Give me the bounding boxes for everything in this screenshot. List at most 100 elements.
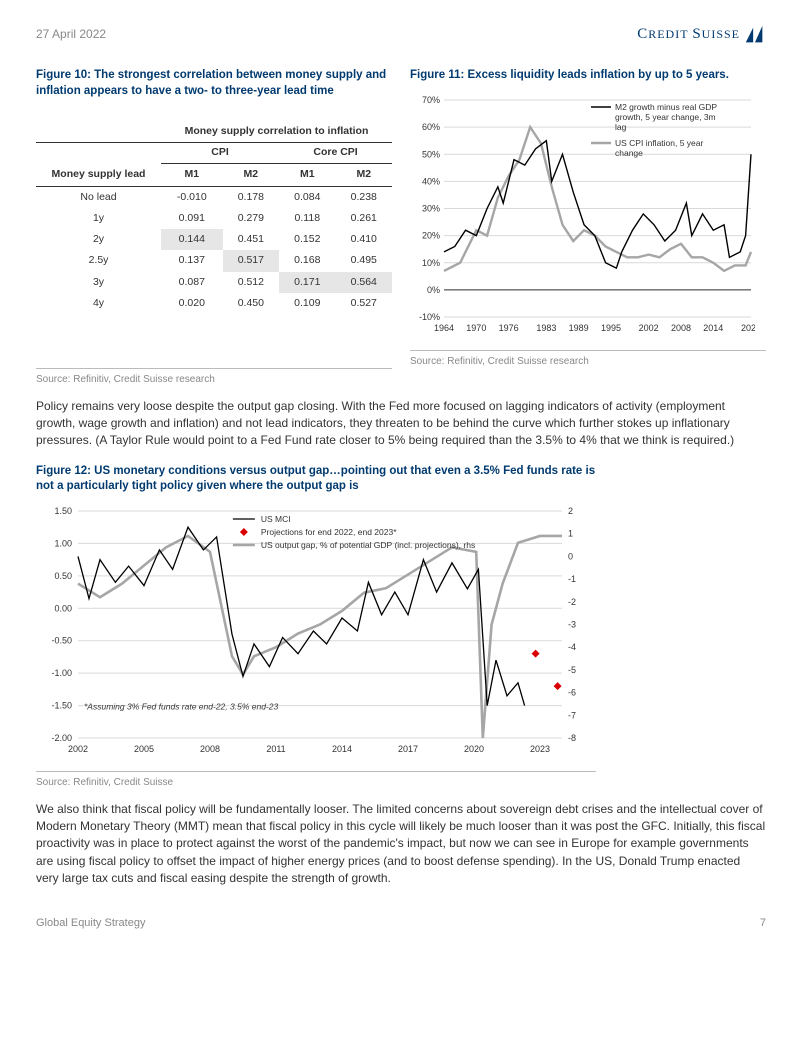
svg-text:-1.50: -1.50	[51, 700, 72, 710]
table-row: 2.5y0.1370.5170.1680.495	[36, 250, 392, 271]
svg-text:-3: -3	[568, 619, 576, 629]
value-cell: 0.451	[223, 229, 279, 250]
value-cell: 0.171	[279, 272, 335, 293]
svg-text:10%: 10%	[422, 257, 440, 267]
svg-text:-2: -2	[568, 597, 576, 607]
logo-text: CREDIT SUISSE	[637, 24, 740, 46]
figure-10-title: Figure 10: The strongest correlation bet…	[36, 68, 392, 99]
figures-row: Figure 10: The strongest correlation bet…	[36, 68, 766, 388]
document-date: 27 April 2022	[36, 26, 106, 43]
svg-text:2002: 2002	[639, 323, 659, 333]
svg-text:2011: 2011	[266, 744, 285, 754]
table-super-header: Money supply correlation to inflation	[161, 121, 392, 143]
table-row: 4y0.0200.4500.1090.527	[36, 293, 392, 314]
svg-text:1.50: 1.50	[54, 506, 72, 516]
svg-text:M2 growth minus real GDP: M2 growth minus real GDP	[615, 102, 717, 112]
figure-12-source: Source: Refinitiv, Credit Suisse	[36, 771, 596, 791]
svg-text:1983: 1983	[536, 323, 556, 333]
svg-text:-1: -1	[568, 574, 576, 584]
svg-text:Projections for end 2022, end: Projections for end 2022, end 2023*	[261, 527, 397, 537]
svg-text:0%: 0%	[427, 284, 440, 294]
correlation-table: Money supply correlation to inflation Mo…	[36, 121, 392, 314]
value-cell: 0.238	[336, 186, 392, 208]
value-cell: 0.137	[161, 250, 223, 271]
sails-icon	[744, 24, 766, 46]
figure-10: Figure 10: The strongest correlation bet…	[36, 68, 392, 388]
group-core-cpi: Core CPI	[279, 143, 392, 164]
svg-text:0: 0	[568, 551, 573, 561]
svg-text:2020: 2020	[464, 744, 484, 754]
value-cell: 0.144	[161, 229, 223, 250]
svg-text:20%: 20%	[422, 230, 440, 240]
svg-text:-6: -6	[568, 687, 576, 697]
svg-text:-2.00: -2.00	[51, 733, 72, 743]
svg-text:2005: 2005	[134, 744, 154, 754]
figure-10-source: Source: Refinitiv, Credit Suisse researc…	[36, 368, 392, 388]
value-cell: 0.091	[161, 208, 223, 229]
svg-text:1976: 1976	[499, 323, 519, 333]
svg-text:2002: 2002	[68, 744, 88, 754]
figure-11: Figure 11: Excess liquidity leads inflat…	[410, 68, 766, 388]
lead-cell: 2y	[36, 229, 161, 250]
table-row: No lead-0.0100.1780.0840.238	[36, 186, 392, 208]
table-row: 1y0.0910.2790.1180.261	[36, 208, 392, 229]
table-col-header: M2	[223, 164, 279, 186]
value-cell: -0.010	[161, 186, 223, 208]
value-cell: 0.564	[336, 272, 392, 293]
svg-text:0.00: 0.00	[54, 603, 72, 613]
figure-12-title: Figure 12: US monetary conditions versus…	[36, 464, 596, 495]
value-cell: 0.020	[161, 293, 223, 314]
value-cell: 0.152	[279, 229, 335, 250]
page-number: 7	[760, 916, 766, 932]
footer-left: Global Equity Strategy	[36, 916, 145, 932]
value-cell: 0.118	[279, 208, 335, 229]
figure-12-chart: -2.00-1.50-1.00-0.500.000.501.001.50-8-7…	[36, 505, 766, 765]
value-cell: 0.512	[223, 272, 279, 293]
svg-text:2008: 2008	[671, 323, 691, 333]
lead-cell: No lead	[36, 186, 161, 208]
lead-cell: 4y	[36, 293, 161, 314]
svg-text:change: change	[615, 148, 643, 158]
value-cell: 0.168	[279, 250, 335, 271]
svg-text:1970: 1970	[466, 323, 486, 333]
figure-11-chart: -10%0%10%20%30%40%50%60%70%1964197019761…	[410, 94, 766, 344]
svg-text:2014: 2014	[332, 744, 352, 754]
figure-11-source: Source: Refinitiv, Credit Suisse researc…	[410, 350, 766, 370]
svg-text:-7: -7	[568, 710, 576, 720]
svg-text:1: 1	[568, 528, 573, 538]
value-cell: 0.410	[336, 229, 392, 250]
paragraph-1: Policy remains very loose despite the ou…	[36, 398, 766, 450]
value-cell: 0.084	[279, 186, 335, 208]
svg-text:70%: 70%	[422, 95, 440, 105]
page-footer: Global Equity Strategy 7	[36, 916, 766, 932]
value-cell: 0.261	[336, 208, 392, 229]
svg-text:*Assuming 3% Fed funds rate en: *Assuming 3% Fed funds rate end-22, 3.5%…	[84, 701, 278, 711]
table-col-header: M2	[336, 164, 392, 186]
paragraph-2: We also think that fiscal policy will be…	[36, 801, 766, 888]
svg-text:-4: -4	[568, 642, 576, 652]
value-cell: 0.517	[223, 250, 279, 271]
svg-text:-5: -5	[568, 665, 576, 675]
svg-text:-8: -8	[568, 733, 576, 743]
svg-text:50%: 50%	[422, 149, 440, 159]
dual-axis-chart: -2.00-1.50-1.00-0.500.000.501.001.50-8-7…	[36, 505, 596, 760]
table-row: 3y0.0870.5120.1710.564	[36, 272, 392, 293]
svg-text:2008: 2008	[200, 744, 220, 754]
value-cell: 0.527	[336, 293, 392, 314]
svg-text:US output gap, % of potential: US output gap, % of potential GDP (incl.…	[261, 540, 475, 550]
lead-cell: 3y	[36, 272, 161, 293]
svg-text:US CPI inflation, 5 year: US CPI inflation, 5 year	[615, 138, 704, 148]
svg-text:40%: 40%	[422, 176, 440, 186]
svg-text:1989: 1989	[569, 323, 589, 333]
svg-text:-10%: -10%	[419, 312, 440, 322]
svg-text:2021: 2021	[741, 323, 755, 333]
svg-text:-1.00: -1.00	[51, 668, 72, 678]
svg-text:2023: 2023	[530, 744, 550, 754]
group-cpi: CPI	[161, 143, 279, 164]
svg-text:30%: 30%	[422, 203, 440, 213]
lead-header: Money supply lead	[36, 143, 161, 186]
svg-text:60%: 60%	[422, 122, 440, 132]
table-col-header: M1	[161, 164, 223, 186]
value-cell: 0.109	[279, 293, 335, 314]
value-cell: 0.087	[161, 272, 223, 293]
